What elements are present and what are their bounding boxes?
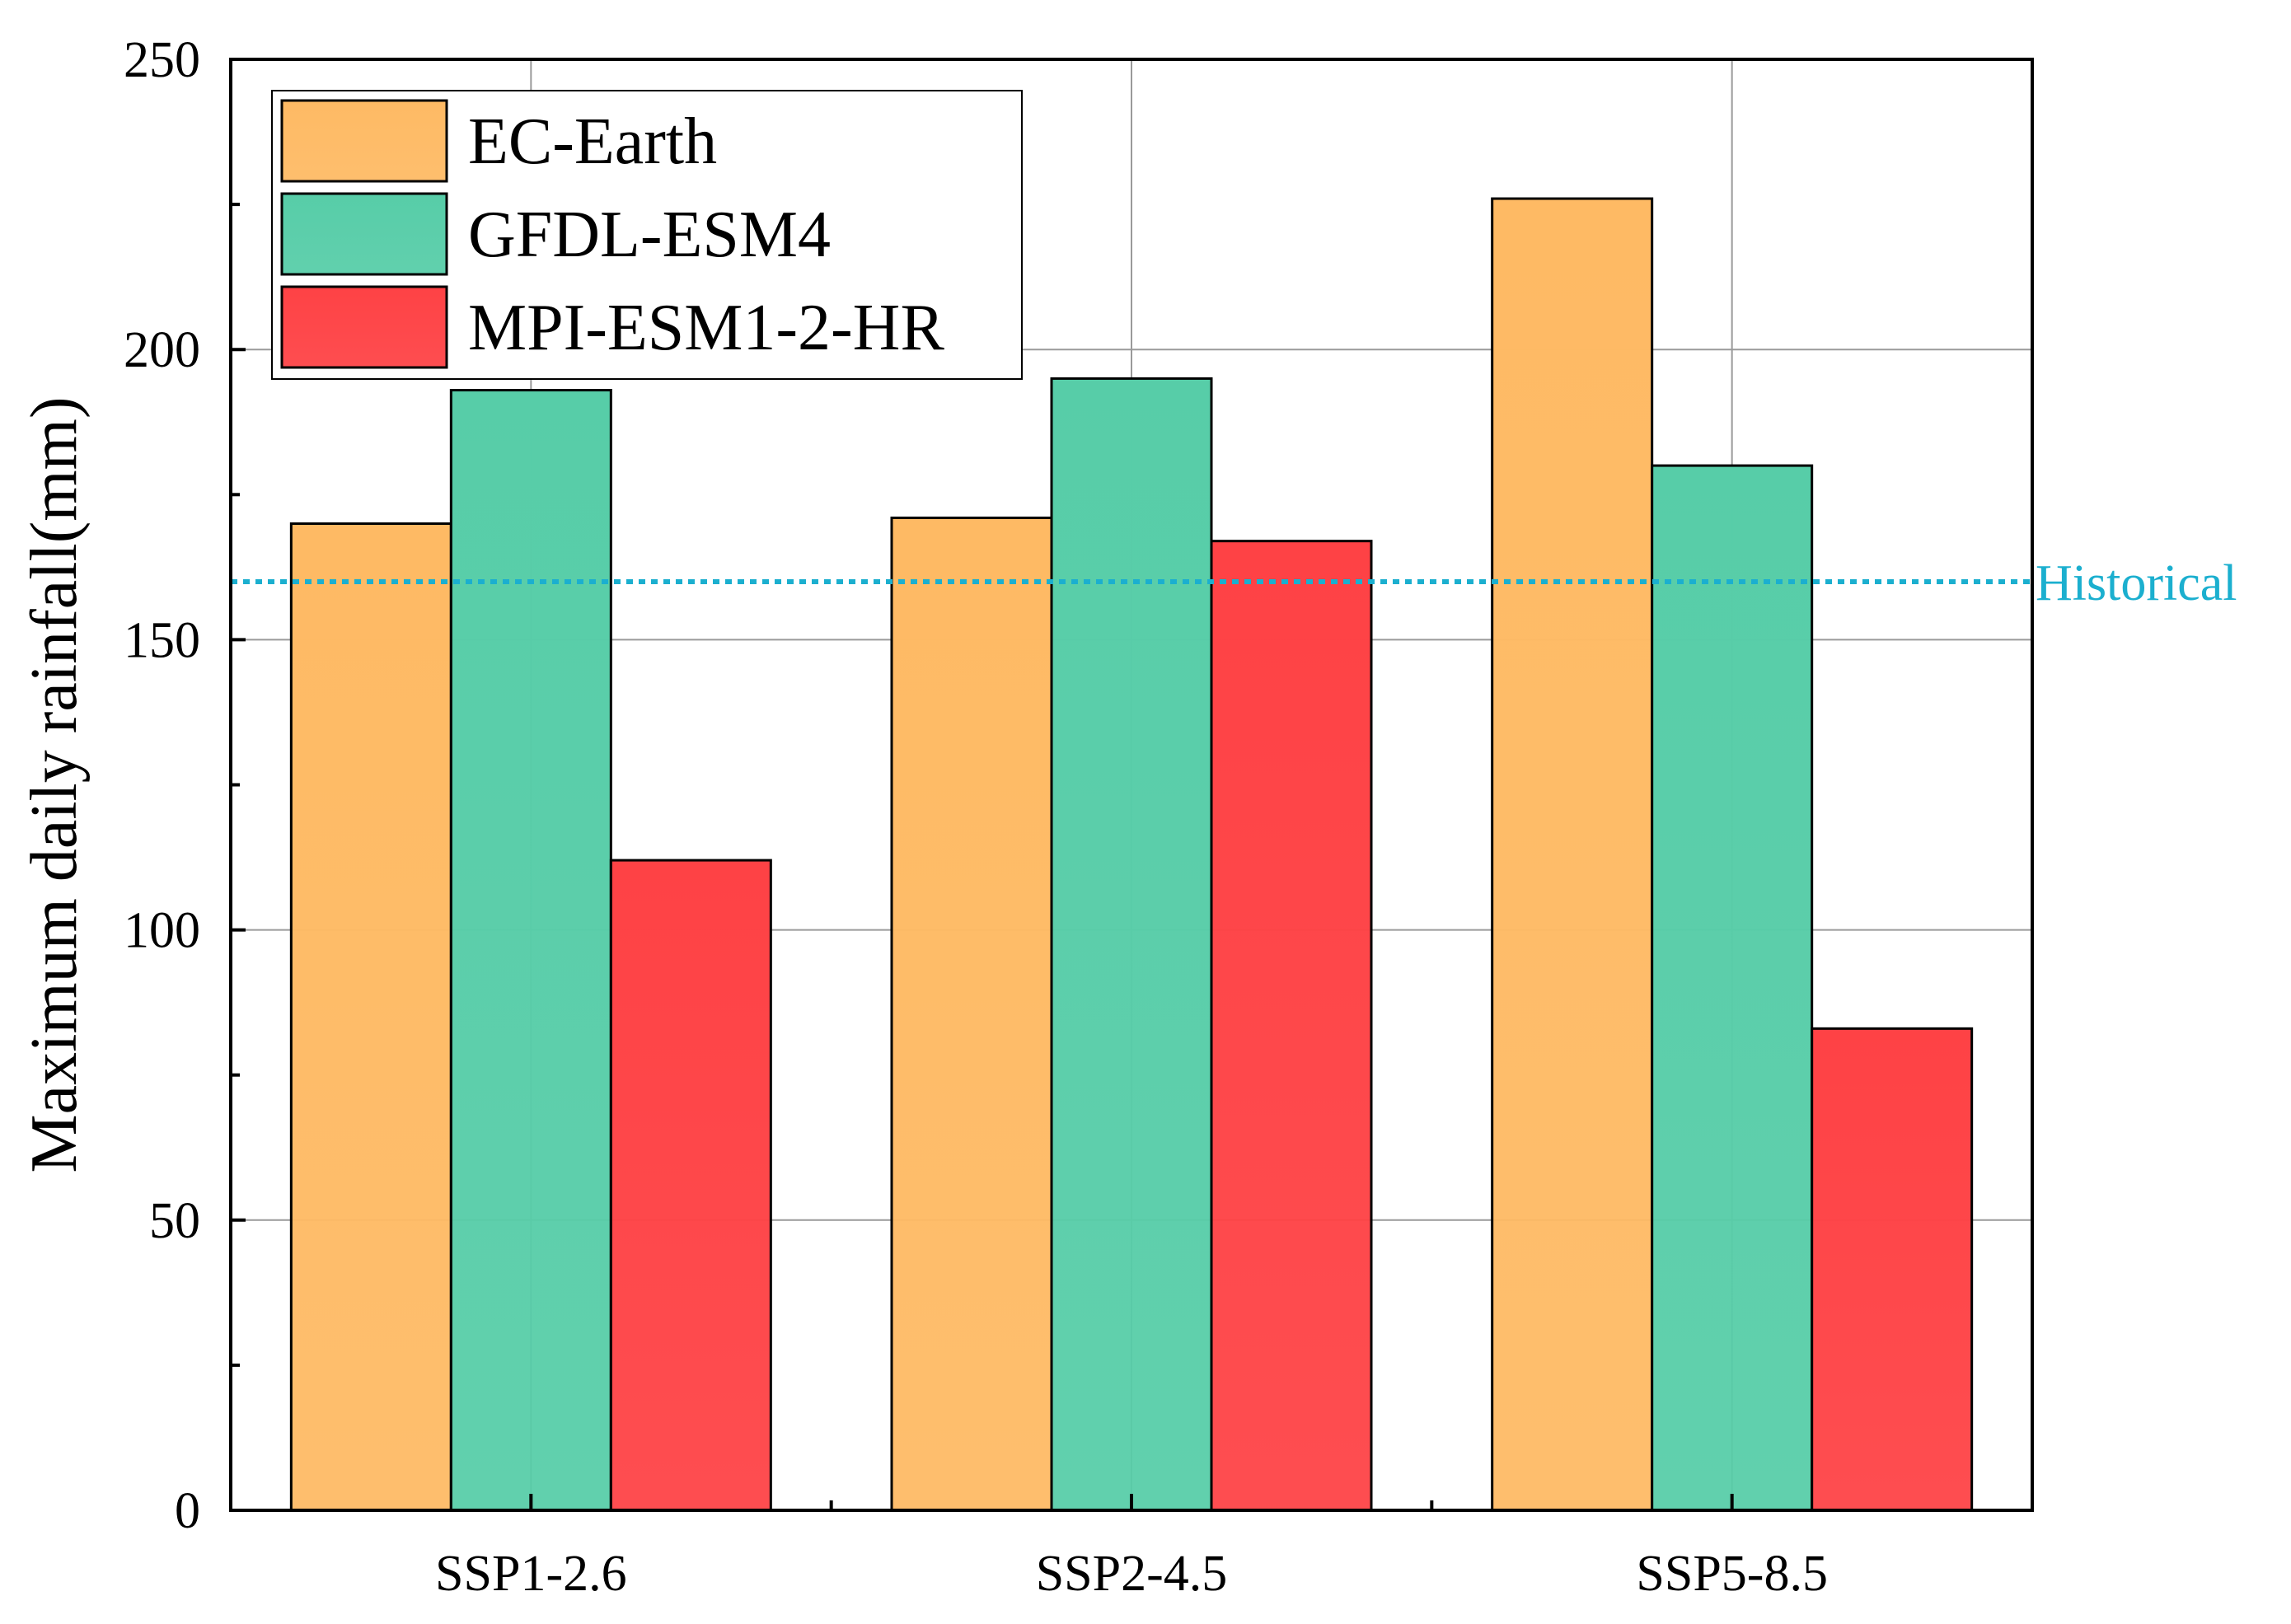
x-tick-label: SSP1-2.6 (435, 1546, 627, 1602)
x-axis-labels: SSP1-2.6 SSP2-4.5 SSP5-8.5 (435, 1546, 1828, 1602)
reference-line-layer: Historical (231, 555, 2237, 611)
y-tick-label: 150 (124, 612, 200, 668)
bar-mpi-esm1-2-hr-ssp1-2-6 (609, 859, 772, 1512)
bars-layer (289, 197, 1974, 1512)
legend-swatch-mpi-esm1-2-hr (280, 285, 448, 369)
axis-ticks-layer (231, 58, 1734, 1512)
y-axis-labels: 0 50 100 150 200 250 (124, 32, 200, 1539)
y-tick-label: 0 (175, 1483, 200, 1539)
bar-mpi-esm1-2-hr-ssp5-8-5 (1811, 1027, 1974, 1512)
bar-gfdl-esm4-ssp5-8-5 (1651, 464, 1814, 1512)
historical-reference-label: Historical (2036, 555, 2237, 611)
legend-swatch-ec-earth (280, 99, 448, 183)
y-tick-label: 50 (149, 1193, 200, 1249)
x-tick-label: SSP5-8.5 (1636, 1546, 1828, 1602)
bar-mpi-esm1-2-hr-ssp2-4-5 (1210, 540, 1373, 1512)
bar-gfdl-esm4-ssp1-2-6 (449, 389, 612, 1512)
bar-ec-earth-ssp1-2-6 (289, 522, 452, 1512)
legend-swatch-gfdl-esm4 (280, 192, 448, 276)
bar-gfdl-esm4-ssp2-4-5 (1050, 377, 1213, 1512)
x-tick-label: SSP2-4.5 (1036, 1546, 1228, 1602)
legend-label-mpi-esm1-2-hr: MPI-ESM1-2-HR (468, 292, 944, 364)
legend: EC-Earth GFDL-ESM4 MPI-ESM1-2-HR (271, 90, 1023, 380)
y-axis-title: Maximum daily rainfall(mm) (18, 397, 91, 1173)
legend-label-gfdl-esm4: GFDL-ESM4 (468, 199, 831, 271)
legend-label-ec-earth: EC-Earth (468, 105, 717, 178)
y-tick-label: 250 (124, 32, 200, 88)
y-tick-label: 200 (124, 322, 200, 378)
bar-ec-earth-ssp5-8-5 (1491, 197, 1654, 1512)
y-tick-label: 100 (124, 903, 200, 959)
bar-ec-earth-ssp2-4-5 (890, 516, 1053, 1512)
